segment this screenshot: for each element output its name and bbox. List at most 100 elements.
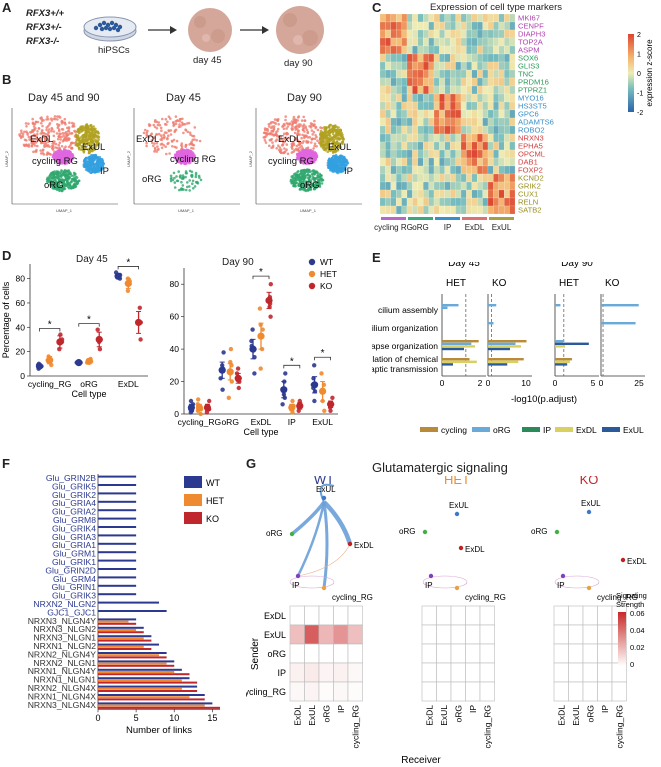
heatmap-cell — [385, 45, 391, 55]
umap-point-ExDL — [311, 133, 315, 136]
umap-point-oRG — [184, 175, 187, 179]
data-point-KO — [204, 410, 210, 415]
data-point-KO — [236, 385, 241, 391]
heatmap-cell — [433, 77, 440, 87]
heatmap-cell — [385, 109, 391, 119]
pair-label: Glu_GRIK3 — [52, 591, 96, 601]
heatmap-cell — [406, 133, 413, 143]
heatmap-cell — [423, 157, 429, 167]
umap-point-cycling-RG — [66, 160, 70, 163]
heatmap-cell — [417, 165, 424, 175]
umap-point-ExDL — [23, 130, 26, 134]
link-bar-KO — [98, 622, 137, 625]
heatmap-cell — [379, 37, 386, 47]
heatmap-cell — [466, 61, 472, 71]
heatmap-cell — [471, 21, 478, 31]
umap-ylabel: UMAP_2 — [248, 150, 253, 167]
heatmap-cell — [417, 189, 424, 199]
heatmap-cell — [428, 181, 435, 191]
heatmap-cell — [417, 173, 424, 183]
legend-swatch — [522, 427, 540, 432]
panel-letter-g: G — [246, 456, 257, 471]
heatmap-cell — [379, 117, 386, 127]
legend-label: WT — [206, 478, 220, 488]
heatmap-cell — [477, 189, 483, 199]
umap-point-ExDL — [150, 139, 154, 142]
pair-label: Glu_GRIA1 — [52, 540, 96, 550]
heatmap-cell — [455, 181, 462, 191]
umap-point-IP — [91, 159, 95, 162]
heatmap-cell — [412, 181, 418, 191]
umap-point-ExDL — [311, 137, 315, 140]
umap-point-ExDL — [274, 139, 278, 143]
umap-point-ExDL — [281, 125, 284, 128]
data-point-KO — [268, 314, 273, 319]
heatmap-cell — [406, 125, 413, 135]
enrich-bar-ExDL — [555, 360, 570, 363]
umap-point-ExDL — [297, 123, 301, 126]
heatmap-cell — [498, 101, 505, 111]
gene-label: GPC6 — [518, 110, 539, 119]
umap-point-ExUL — [337, 126, 340, 129]
umap-point-IP — [90, 171, 94, 174]
umap-point-ExDL — [152, 123, 155, 127]
link-bar-WT — [98, 694, 205, 696]
heatmap-cell — [477, 149, 483, 159]
umap-point-ExDL — [153, 142, 156, 145]
heatmap-cell — [450, 69, 456, 79]
xtick-label: cycling_RG — [178, 417, 221, 427]
heatmap-cell — [412, 21, 418, 31]
umap-point-ExUL — [319, 138, 322, 142]
umap-point-oRG — [67, 171, 71, 175]
heatmap-cell — [406, 197, 413, 207]
heatmap-cell — [498, 181, 505, 191]
umap-point-ExDL — [301, 133, 304, 137]
heatmap-cell — [444, 93, 451, 103]
umap-point-oRG — [188, 185, 191, 188]
heatmap-cell — [444, 69, 451, 79]
day-label: Day 45 — [448, 262, 480, 269]
genotype-het: RFX3+/- — [26, 22, 62, 33]
umap-point-ExDL — [180, 142, 184, 145]
matrix-cell — [450, 643, 466, 664]
heatmap-cell — [439, 61, 445, 71]
node-label: oRG — [266, 529, 282, 538]
heatmap-cell — [401, 77, 408, 87]
heatmap-cell — [444, 181, 451, 191]
umap-point-ExDL — [175, 139, 179, 143]
pair-label: NRXN1_NLGN1 — [33, 675, 96, 685]
umap-cluster-label: ExUL — [82, 142, 105, 153]
umap-point-oRG — [320, 177, 323, 181]
mean-point-HET — [46, 356, 54, 364]
umap-point-oRG — [199, 178, 203, 182]
x-axis-label: -log10(p.adjust) — [511, 394, 577, 405]
umap-point-ExDL — [296, 148, 300, 152]
umap-point-oRG — [311, 175, 315, 178]
umap-point-IP — [85, 166, 88, 169]
umap-point-ExDL — [191, 138, 195, 142]
umap-point-oRG — [75, 176, 79, 179]
umap-point-ExDL — [27, 135, 31, 139]
heatmap-cell — [498, 77, 505, 87]
umap-point-ExDL — [50, 144, 54, 148]
heatmap-cell — [482, 205, 489, 215]
heatmap-cell — [396, 13, 402, 23]
heatmap-cell — [482, 101, 489, 111]
heatmap-cell — [423, 93, 429, 103]
enrich-bar-ExUL — [555, 363, 568, 366]
umap-point-IP — [341, 162, 345, 166]
matrix-WT: ExDL ExUL oRG IP cycling_RG — [289, 605, 363, 748]
heatmap-cell — [509, 173, 516, 183]
umap-point-ExDL — [52, 130, 56, 133]
umap-point-oRG — [182, 175, 185, 179]
heatmap-cell — [504, 13, 510, 23]
gene-label: GRIK2 — [518, 182, 541, 191]
umap-point-ExDL — [59, 138, 62, 141]
heatmap-cell — [466, 173, 472, 183]
heatmap-cell — [412, 205, 418, 215]
pair-label: NRXN2_NLGN1 — [33, 658, 96, 668]
heatmap-cell — [493, 37, 499, 47]
umap-point-ExDL — [60, 145, 64, 148]
heatmap-cell — [460, 69, 467, 79]
matrix-cell — [582, 605, 598, 626]
